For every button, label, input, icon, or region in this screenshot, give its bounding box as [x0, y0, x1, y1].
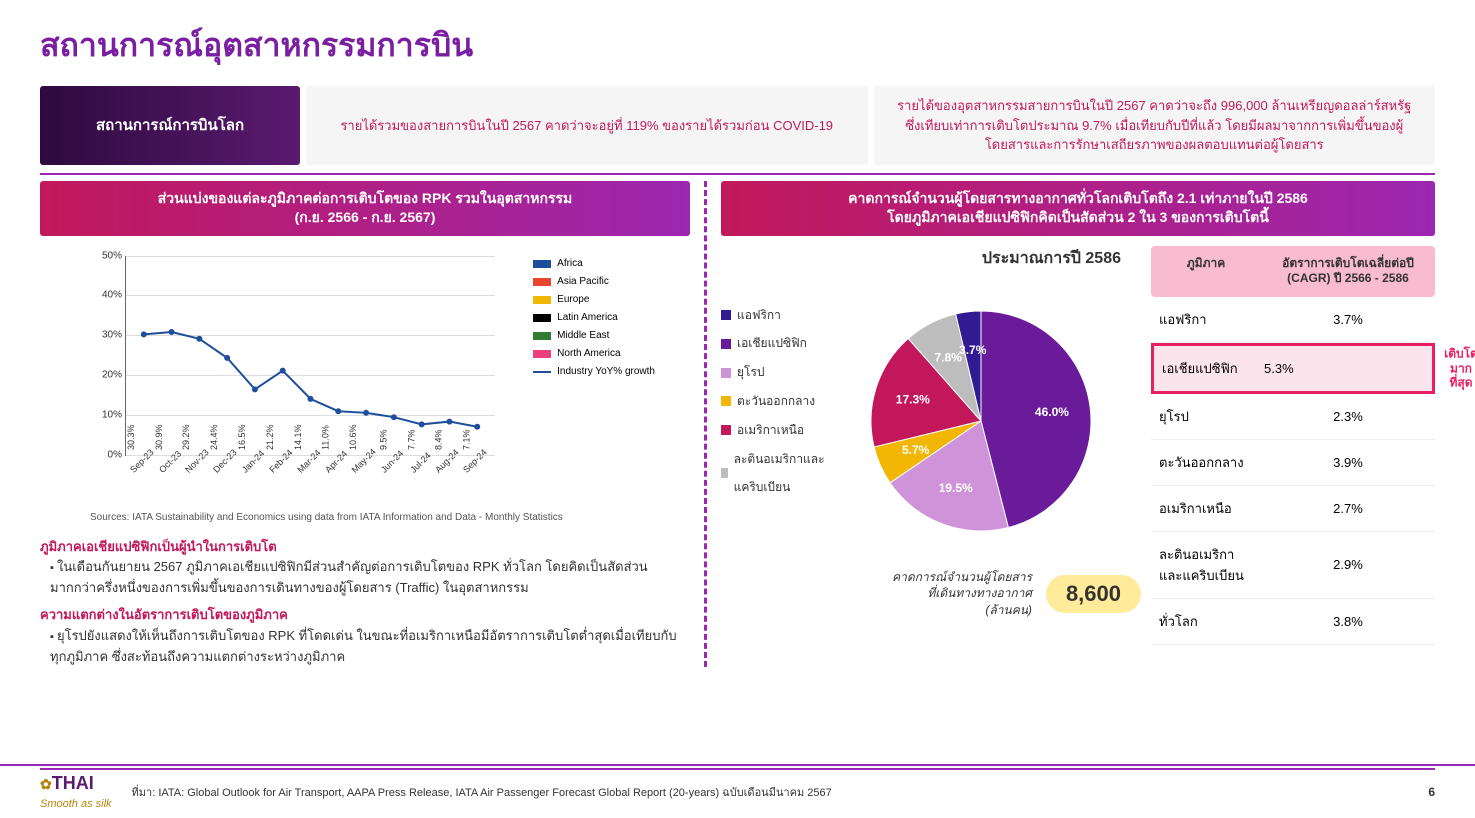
bullet-head-2: ความแตกต่างในอัตราการเติบโตของภูมิภาค — [40, 605, 690, 626]
cagr-table: ภูมิภาค อัตราการเติบโตเฉลี่ยต่อปี (CAGR)… — [1151, 246, 1435, 645]
bullet-2: ยุโรปยังแสดงให้เห็นถึงการเติบโตของ RPK ท… — [50, 626, 690, 668]
svg-text:3.7%: 3.7% — [959, 343, 987, 357]
right-panel-header: คาดการณ์จำนวนผู้โดยสารทางอากาศทั่วโลกเติ… — [721, 181, 1435, 236]
bar-chart-legend: AfricaAsia PacificEuropeLatin AmericaMid… — [533, 256, 655, 382]
rpk-stacked-bar-chart: 0%10%20%30%40%50%Sep-2330.3%Oct-2330.9%N… — [75, 246, 655, 506]
cagr-row: ทั่วโลก3.8% — [1151, 599, 1435, 645]
cagr-col-rate: อัตราการเติบโตเฉลี่ยต่อปี (CAGR) ปี 2566… — [1261, 246, 1435, 297]
chip-revenue-119: รายได้รวมของสายการบินในปี 2567 คาดว่าจะอ… — [306, 86, 868, 165]
cagr-row: ตะวันออกกลาง3.9% — [1151, 440, 1435, 486]
right-column: คาดการณ์จำนวนผู้โดยสารทางอากาศทั่วโลกเติ… — [704, 181, 1435, 668]
cagr-highlight-badge: เติบโตมากที่สุด — [1436, 335, 1475, 402]
pie-block: ประมาณการปี 2586 แอฟริกาเอเชียแปซิฟิกยุโ… — [721, 246, 1141, 645]
cagr-table-header: ภูมิภาค อัตราการเติบโตเฉลี่ยต่อปี (CAGR)… — [1151, 246, 1435, 297]
left-column: ส่วนแบ่งของแต่ละภูมิภาคต่อการเติบโตของ R… — [40, 181, 690, 668]
svg-text:7.8%: 7.8% — [934, 350, 962, 364]
pie-footer: คาดการณ์จำนวนผู้โดยสารที่เดินทางทางอากาศ… — [721, 569, 1141, 619]
pie-title: ประมาณการปี 2586 — [721, 246, 1141, 271]
cagr-row: ยุโรป2.3% — [1151, 394, 1435, 440]
thai-logo-tagline: Smooth as silk — [40, 798, 112, 810]
cagr-row: เอเชียแปซิฟิก5.3%เติบโตมากที่สุด — [1151, 343, 1435, 394]
svg-text:5.7%: 5.7% — [902, 443, 930, 457]
top-summary-band: สถานการณ์การบินโลก รายได้รวมของสายการบิน… — [0, 86, 1475, 165]
cagr-col-region: ภูมิภาค — [1151, 246, 1261, 297]
pie-footer-text: คาดการณ์จำนวนผู้โดยสารที่เดินทางทางอากาศ… — [892, 569, 1032, 619]
thai-logo: ✿THAI Smooth as silk — [40, 774, 112, 810]
bar-chart-source: Sources: IATA Sustainability and Economi… — [40, 512, 690, 523]
cagr-row: ละตินอเมริกาและแคริบเบียน2.9% — [1151, 532, 1435, 599]
bullet-head-1: ภูมิภาคเอเชียแปซิฟิกเป็นผู้นำในการเติบโต — [40, 537, 690, 558]
svg-text:46.0%: 46.0% — [1035, 405, 1069, 419]
page-number: 6 — [1428, 785, 1435, 799]
left-bullets: ภูมิภาคเอเชียแปซิฟิกเป็นผู้นำในการเติบโต… — [40, 537, 690, 668]
svg-text:19.5%: 19.5% — [939, 481, 973, 495]
cagr-row: อเมริกาเหนือ2.7% — [1151, 486, 1435, 532]
chip-situation: สถานการณ์การบินโลก — [40, 86, 300, 165]
pie-footer-value: 8,600 — [1046, 575, 1141, 613]
bullet-1: ในเดือนกันยายน 2567 ภูมิภาคเอเชียแปซิฟิก… — [50, 557, 690, 599]
chip-revenue-996b: รายได้ของอุตสาหกรรมสายการบินในปี 2567 คา… — [874, 86, 1436, 165]
left-panel-header: ส่วนแบ่งของแต่ละภูมิภาคต่อการเติบโตของ R… — [40, 181, 690, 236]
footer: ✿THAI Smooth as silk ที่มา: IATA: Global… — [0, 764, 1475, 818]
pie-legend: แอฟริกาเอเชียแปซิฟิกยุโรปตะวันออกกลางอเม… — [721, 281, 831, 503]
pie-chart: 46.0% 19.5% 5.7% 17.3% 7.8%3.7% — [841, 281, 1121, 561]
cagr-row: แอฟริกา3.7% — [1151, 297, 1435, 343]
page-title: สถานการณ์อุตสาหกรรมการบิน — [0, 0, 1475, 86]
divider-top — [40, 173, 1435, 175]
footer-source: ที่มา: IATA: Global Outlook for Air Tran… — [132, 783, 1409, 801]
svg-text:17.3%: 17.3% — [896, 392, 930, 406]
